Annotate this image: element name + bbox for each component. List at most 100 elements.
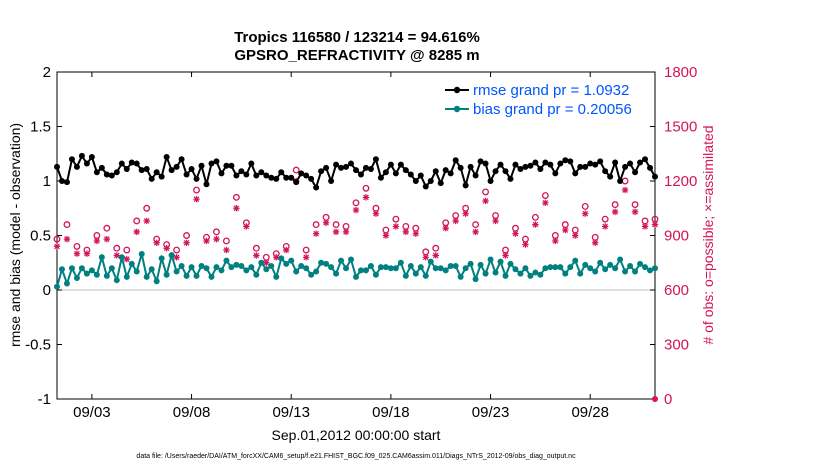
rmse-point	[238, 168, 245, 175]
rmse-point	[153, 169, 160, 176]
obs-assimilated-point	[562, 226, 569, 234]
obs-assimilated-point	[133, 228, 140, 236]
bias-point	[482, 270, 489, 277]
obs-assimilated-point	[143, 217, 150, 225]
obs-possible-point	[581, 202, 589, 210]
obs-assimilated-point	[382, 232, 390, 239]
bias-point	[113, 277, 120, 284]
obs-assimilated-point	[173, 254, 180, 261]
rmse-point	[143, 166, 150, 173]
rmse-point	[522, 163, 529, 170]
bias-point	[208, 273, 215, 280]
legend-rmse-label: rmse grand pr = 1.0932	[473, 82, 629, 99]
x-tick-label: 09/08	[173, 404, 211, 421]
obs-assimilated-point	[611, 208, 619, 216]
rmse-point	[54, 163, 60, 170]
bias-point	[228, 264, 235, 271]
obs-possible-point	[352, 199, 360, 207]
chart-title-line2: GPSRO_REFRACTIVITY @ 8285 m	[234, 47, 479, 64]
bias-point	[622, 268, 629, 275]
obs-possible-point	[213, 228, 220, 236]
rmse-point	[377, 174, 384, 181]
rmse-point	[417, 172, 424, 179]
obs-assimilated-point	[322, 219, 330, 226]
obs-possible-point	[312, 221, 320, 229]
obs-assimilated-point	[63, 235, 71, 243]
rmse-point	[512, 161, 519, 168]
obs-possible-point	[492, 212, 499, 219]
legend-rmse-marker	[453, 86, 461, 94]
obs-possible-point	[183, 232, 191, 239]
rmse-point	[442, 167, 449, 174]
y-axis-left-label: rmse and bias (model - observation)	[7, 123, 23, 347]
rmse-point	[567, 158, 574, 165]
rmse-point	[647, 164, 654, 171]
y-right-tick-label: 1200	[664, 173, 697, 190]
bias-point	[133, 268, 140, 275]
y-left-tick-label: 1	[43, 173, 51, 190]
rmse-point	[193, 175, 200, 182]
rmse-point	[587, 160, 594, 167]
rmse-point	[313, 184, 320, 191]
rmse-point	[487, 178, 494, 184]
bias-point	[382, 264, 389, 271]
rmse-point	[173, 163, 180, 170]
rmse-point	[318, 168, 325, 175]
obs-assimilated-point	[253, 252, 260, 259]
bias-point	[557, 264, 564, 271]
obs-possible-point	[342, 222, 350, 230]
bias-point	[592, 268, 599, 275]
bias-point	[492, 269, 499, 276]
obs-assimilated-point	[352, 206, 360, 214]
obs-possible-point	[571, 226, 579, 234]
bias-point	[63, 280, 70, 287]
obs-possible-point	[452, 212, 460, 219]
bias-point	[477, 261, 484, 268]
bias-point	[587, 265, 594, 272]
rmse-point	[78, 152, 85, 159]
rmse-point	[98, 164, 105, 171]
rmse-point	[183, 171, 190, 178]
bias-point	[268, 263, 275, 270]
bias-point	[303, 265, 310, 272]
bias-point	[143, 273, 150, 280]
obs-assimilated-point	[452, 217, 459, 225]
bias-point	[323, 260, 330, 267]
obs-assimilated-point	[213, 235, 220, 243]
rmse-point	[118, 160, 125, 167]
rmse-point	[63, 179, 70, 186]
bias-point	[288, 257, 295, 264]
rmse-point	[258, 169, 265, 176]
bias-point	[308, 271, 315, 278]
obs-possible-point	[631, 201, 639, 209]
rmse-point	[592, 161, 599, 168]
rmse-point	[293, 179, 300, 186]
legend-bias-marker	[453, 105, 461, 113]
bias-point	[343, 265, 350, 272]
obs-assimilated-point	[392, 223, 400, 230]
bias-point	[173, 268, 180, 275]
x-tick-label: 09/13	[272, 404, 310, 421]
rmse-point	[338, 164, 345, 171]
rmse-point	[477, 158, 484, 165]
obs-assimilated-point	[263, 259, 270, 266]
rmse-point	[73, 163, 80, 170]
obs-assimilated-point	[362, 194, 370, 201]
obs-assimilated-point	[93, 237, 101, 245]
obs-possible-point	[252, 244, 260, 252]
rmse-point	[607, 173, 614, 180]
bias-point	[412, 270, 419, 277]
bias-point	[118, 254, 125, 261]
bias-point	[472, 276, 479, 283]
obs-assimilated-point	[462, 210, 469, 217]
bias-point	[253, 271, 260, 278]
obs-assimilated-point	[103, 235, 111, 243]
y-left-tick-label: -0.5	[25, 337, 51, 354]
bias-point	[467, 260, 474, 267]
bias-point	[567, 264, 574, 271]
x-tick-label: 09/28	[571, 404, 609, 421]
obs-assimilated-point	[552, 237, 559, 245]
bias-point	[158, 255, 165, 262]
obs-assimilated-point	[422, 254, 429, 261]
rmse-point	[372, 156, 379, 163]
